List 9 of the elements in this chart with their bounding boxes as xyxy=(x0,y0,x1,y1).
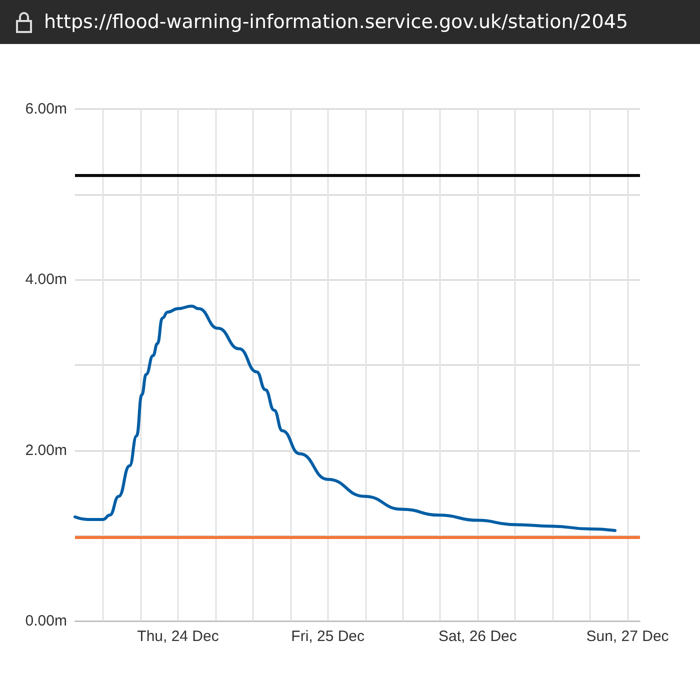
x-tick-label: Thu, 24 Dec xyxy=(137,628,220,645)
x-tick-label: Sun, 27 Dec xyxy=(586,628,670,645)
text: https://flood-warning-information.service.gov.uk/station/2045 xyxy=(44,11,628,33)
x-tick-label: Sat, 26 Dec xyxy=(438,628,518,645)
y-tick-label: 2.00m xyxy=(25,442,67,459)
y-tick-label: 6.00m xyxy=(25,100,67,118)
x-tick-label: Fri, 25 Dec xyxy=(291,628,366,645)
y-tick-label: 4.00m xyxy=(25,271,67,288)
y-tick-label: 0.00m xyxy=(25,612,67,630)
